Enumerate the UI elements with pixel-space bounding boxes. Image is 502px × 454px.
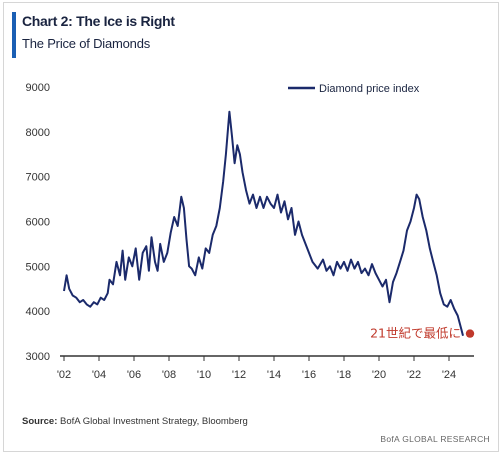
end-point-marker [465, 329, 475, 338]
legend: Diamond price index [288, 83, 420, 95]
x-tick-label: '14 [267, 369, 281, 381]
y-tick-label: 9000 [26, 82, 50, 94]
series-line-diamond-price-index [63, 110, 464, 337]
credit-text: BofA GLOBAL RESEARCH [380, 434, 490, 444]
x-tick-label: '06 [127, 369, 141, 381]
x-tick-label: '20 [372, 369, 386, 381]
y-tick-label: 8000 [26, 127, 50, 139]
source-text: BofA Global Investment Strategy, Bloombe… [57, 416, 248, 427]
legend-label: Diamond price index [319, 83, 420, 95]
x-tick-label: '16 [302, 369, 316, 381]
x-tick-label: '10 [197, 369, 211, 381]
x-tick-label: '02 [57, 369, 71, 381]
x-tick-label: '24 [442, 369, 456, 381]
title-accent-bar [12, 12, 16, 58]
chart-subtitle: The Price of Diamonds [22, 36, 151, 51]
x-tick-label: '04 [92, 369, 106, 381]
y-tick-label: 3000 [26, 351, 50, 363]
chart-title: Chart 2: The Ice is Right [22, 13, 175, 29]
y-tick-label: 6000 [26, 217, 50, 229]
x-tick-label: '12 [232, 369, 246, 381]
chart-frame [3, 2, 499, 452]
y-tick-label: 5000 [26, 261, 50, 273]
x-axis-labels: '02 '04 '06 '08 '10 '12 '14 '16 '18 '20 '22 '24 [57, 369, 456, 381]
source-label: Source: [22, 416, 58, 427]
y-axis-labels: 3000 4000 5000 6000 7000 8000 9000 [26, 82, 50, 363]
x-axis-ticks [63, 356, 450, 361]
annotation-text: 21世紀で最低に [370, 326, 461, 341]
x-tick-label: '22 [407, 369, 421, 381]
source-note: Source: BofA Global Investment Strategy,… [22, 416, 248, 427]
y-tick-label: 4000 [26, 306, 50, 318]
x-tick-label: '08 [162, 369, 176, 381]
y-tick-label: 7000 [26, 172, 50, 184]
x-tick-label: '18 [337, 369, 351, 381]
